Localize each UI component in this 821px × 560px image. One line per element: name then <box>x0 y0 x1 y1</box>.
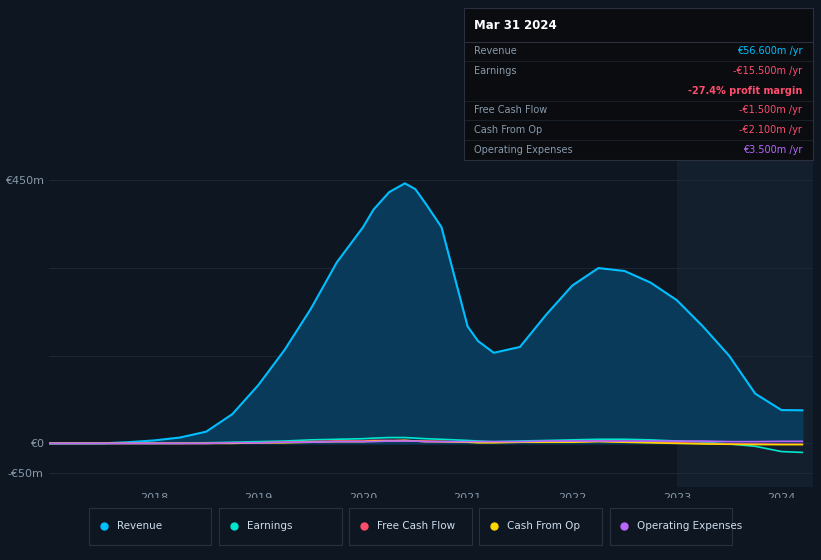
Text: -€15.500m /yr: -€15.500m /yr <box>733 66 802 76</box>
FancyBboxPatch shape <box>350 508 471 544</box>
Bar <box>677 151 813 487</box>
Text: Earnings: Earnings <box>247 521 292 531</box>
Text: €56.600m /yr: €56.600m /yr <box>736 46 802 57</box>
Text: Operating Expenses: Operating Expenses <box>637 521 742 531</box>
Text: Free Cash Flow: Free Cash Flow <box>475 105 548 115</box>
Text: Revenue: Revenue <box>117 521 162 531</box>
Text: Cash From Op: Cash From Op <box>475 125 543 135</box>
FancyBboxPatch shape <box>479 508 602 544</box>
Text: Operating Expenses: Operating Expenses <box>475 145 573 155</box>
Text: Free Cash Flow: Free Cash Flow <box>377 521 455 531</box>
Text: €3.500m /yr: €3.500m /yr <box>743 145 802 155</box>
FancyBboxPatch shape <box>89 508 212 544</box>
Bar <box>464 8 813 41</box>
Text: Revenue: Revenue <box>475 46 517 57</box>
Text: Earnings: Earnings <box>475 66 517 76</box>
Text: -27.4% profit margin: -27.4% profit margin <box>688 86 802 96</box>
FancyBboxPatch shape <box>609 508 732 544</box>
Text: Mar 31 2024: Mar 31 2024 <box>475 18 557 31</box>
Text: -€1.500m /yr: -€1.500m /yr <box>740 105 802 115</box>
Text: -€2.100m /yr: -€2.100m /yr <box>740 125 802 135</box>
Text: Cash From Op: Cash From Op <box>507 521 580 531</box>
FancyBboxPatch shape <box>219 508 342 544</box>
